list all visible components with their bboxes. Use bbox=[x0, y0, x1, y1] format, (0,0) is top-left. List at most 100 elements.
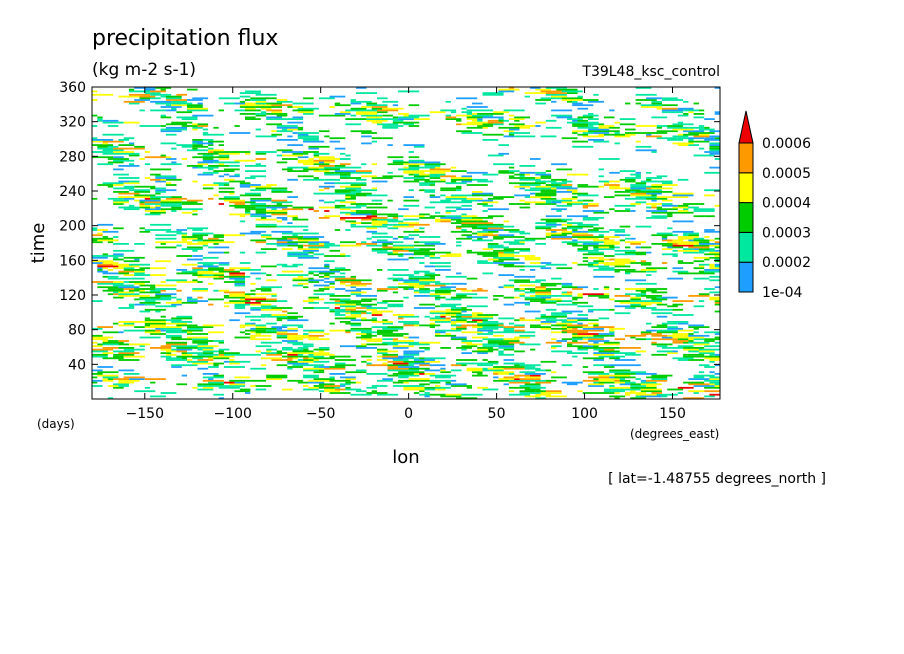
heatmap-cell bbox=[340, 383, 351, 386]
heatmap-cell bbox=[123, 256, 145, 259]
heatmap-cell bbox=[282, 248, 293, 250]
heatmap-cell bbox=[150, 168, 172, 171]
heatmap-cell bbox=[165, 133, 177, 136]
heatmap-cell bbox=[218, 203, 224, 205]
heatmap-cell bbox=[313, 159, 335, 162]
heatmap-cell bbox=[709, 298, 720, 301]
heatmap-cell bbox=[551, 237, 573, 240]
heatmap-cell bbox=[535, 203, 552, 205]
heatmap-cell bbox=[171, 121, 193, 124]
heatmap-cell bbox=[118, 324, 135, 327]
heatmap-cell bbox=[213, 362, 224, 365]
heatmap-cell bbox=[123, 121, 140, 124]
heatmap-cell bbox=[683, 130, 705, 133]
heatmap-cell bbox=[340, 376, 356, 379]
heatmap-cell bbox=[361, 360, 367, 363]
heatmap-cell bbox=[693, 374, 715, 377]
heatmap-cell bbox=[667, 277, 683, 280]
heatmap-cell bbox=[603, 236, 620, 238]
heatmap-cell bbox=[287, 135, 293, 138]
heatmap-cell bbox=[709, 144, 720, 146]
heatmap-cell bbox=[656, 329, 678, 332]
heatmap-cell bbox=[276, 243, 298, 245]
heatmap-cell bbox=[561, 300, 573, 302]
colorbar-swatch bbox=[738, 172, 754, 204]
heatmap-cell bbox=[128, 289, 140, 292]
heatmap-cell bbox=[107, 145, 119, 148]
heatmap-cell bbox=[287, 274, 309, 276]
heatmap-cell bbox=[271, 130, 277, 133]
heatmap-cell bbox=[561, 241, 583, 244]
heatmap-cell bbox=[192, 140, 203, 143]
heatmap-cell bbox=[292, 364, 314, 367]
heatmap-cell bbox=[213, 364, 219, 367]
heatmap-cell bbox=[229, 151, 251, 153]
heatmap-cell bbox=[709, 359, 720, 361]
heatmap-cell bbox=[450, 379, 457, 382]
heatmap-cell bbox=[92, 281, 114, 283]
heatmap-cell bbox=[693, 392, 699, 394]
heatmap-cell bbox=[387, 364, 409, 367]
heatmap-cell bbox=[640, 303, 652, 306]
heatmap-cell bbox=[229, 293, 245, 296]
heatmap-cell bbox=[640, 106, 662, 108]
heatmap-cell bbox=[250, 185, 272, 188]
heatmap-cell bbox=[382, 322, 393, 325]
heatmap-cell bbox=[545, 234, 552, 237]
heatmap-cell bbox=[171, 161, 177, 164]
heatmap-cell bbox=[709, 296, 720, 299]
heatmap-cell bbox=[118, 385, 129, 387]
heatmap-cell bbox=[466, 126, 483, 129]
heatmap-cell bbox=[614, 270, 620, 273]
heatmap-cell bbox=[619, 123, 636, 126]
heatmap-cell bbox=[345, 301, 362, 304]
heatmap-cell bbox=[202, 383, 224, 386]
heatmap-cell bbox=[413, 173, 420, 176]
heatmap-cell bbox=[329, 392, 351, 394]
heatmap-cell bbox=[197, 383, 203, 386]
heatmap-cell bbox=[192, 145, 203, 148]
heatmap-cell bbox=[630, 303, 641, 306]
heatmap-cell bbox=[276, 139, 298, 141]
heatmap-cell bbox=[667, 215, 673, 218]
heatmap-cell bbox=[371, 220, 388, 223]
heatmap-cell bbox=[282, 118, 304, 120]
heatmap-cell bbox=[318, 390, 325, 393]
heatmap-cell bbox=[318, 350, 325, 353]
heatmap-cell bbox=[698, 128, 715, 131]
heatmap-cell bbox=[435, 376, 451, 379]
heatmap-cell bbox=[704, 215, 715, 218]
heatmap-cell bbox=[102, 140, 124, 143]
heatmap-cell bbox=[572, 119, 578, 122]
heatmap-cell bbox=[672, 333, 689, 335]
heatmap-cell bbox=[677, 139, 684, 141]
heatmap-cell bbox=[667, 241, 678, 244]
heatmap-cell bbox=[181, 248, 203, 250]
heatmap-cell bbox=[324, 348, 330, 351]
colorbar-label: 0.0004 bbox=[762, 196, 811, 212]
heatmap-cell bbox=[524, 237, 546, 240]
heatmap-cell bbox=[334, 102, 341, 105]
heatmap-cell bbox=[92, 300, 103, 302]
heatmap-cell bbox=[192, 97, 209, 100]
heatmap-cell bbox=[398, 369, 420, 372]
heatmap-cell bbox=[366, 230, 377, 233]
heatmap-cell bbox=[218, 386, 240, 389]
heatmap-cell bbox=[408, 173, 414, 176]
heatmap-cell bbox=[609, 308, 615, 311]
heatmap-cell bbox=[318, 189, 325, 192]
heatmap-cell bbox=[598, 253, 604, 256]
heatmap-cell bbox=[192, 386, 198, 389]
heatmap-cell bbox=[582, 199, 594, 202]
heatmap-cell bbox=[588, 130, 599, 133]
heatmap-cell bbox=[271, 213, 288, 216]
heatmap-cell bbox=[482, 126, 488, 129]
heatmap-cell bbox=[308, 331, 325, 334]
heatmap-cell bbox=[223, 296, 245, 299]
heatmap-cell bbox=[266, 378, 282, 380]
heatmap-cell bbox=[403, 248, 420, 250]
heatmap-cell bbox=[97, 282, 108, 285]
heatmap-cell bbox=[424, 265, 436, 268]
heatmap-cell bbox=[192, 128, 198, 131]
heatmap-cell bbox=[630, 305, 647, 308]
